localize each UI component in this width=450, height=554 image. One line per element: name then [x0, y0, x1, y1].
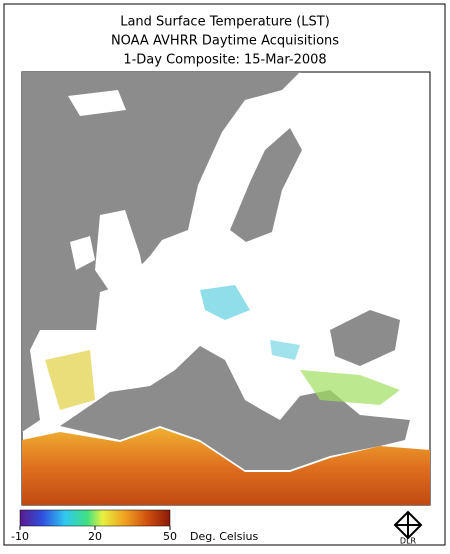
map: [21, 71, 431, 506]
dlr-logo: DLR: [393, 510, 423, 546]
title-line: 1-Day Composite: 15-Mar-2008: [123, 53, 326, 68]
colorbar: [19, 509, 171, 527]
tick-label: 20: [88, 530, 102, 543]
logo-text: DLR: [400, 537, 417, 546]
unit-label: Deg. Celsius: [190, 530, 258, 543]
title-line: NOAA AVHRR Daytime Acquisitions: [111, 34, 339, 49]
title-line: Land Surface Temperature (LST): [120, 15, 330, 30]
tick-label: 50: [163, 530, 177, 543]
tick-label: -10: [11, 530, 29, 543]
